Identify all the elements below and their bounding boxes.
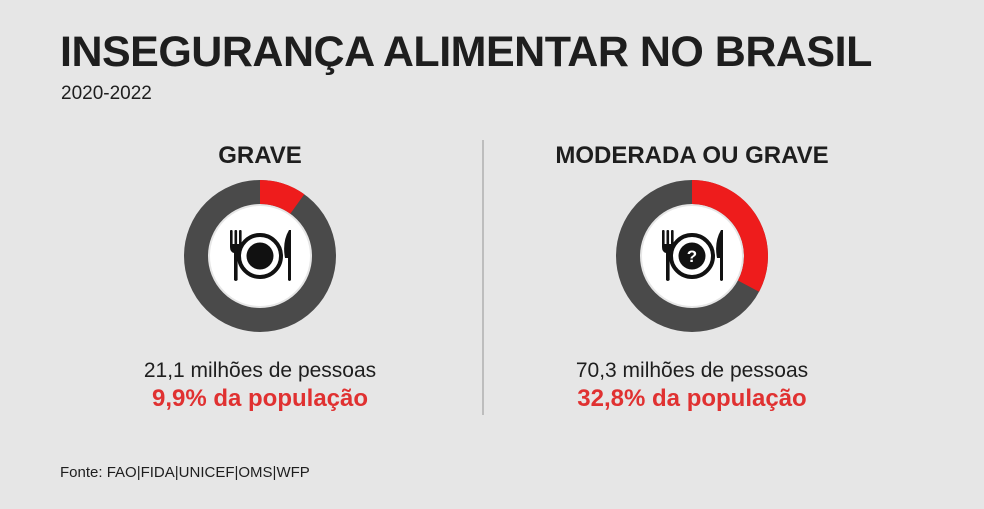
people-count-moderada-ou-grave: 70,3 milhões de pessoas xyxy=(575,359,809,382)
donut-chart-grave xyxy=(184,180,336,332)
population-share-moderada-ou-grave: 32,8% da população xyxy=(577,385,807,412)
plate-question-fork-knife-icon: ? xyxy=(662,230,723,281)
page-title: INSEGURANÇA ALIMENTAR NO BRASIL xyxy=(60,28,872,76)
donut-segment-moderada-ou-grave xyxy=(691,180,768,292)
period-subtitle: 2020-2022 xyxy=(61,83,152,104)
panel-title-moderada-ou-grave: MODERADA OU GRAVE xyxy=(555,142,829,169)
donut-segment-grave xyxy=(259,180,305,215)
panel-moderada-ou-grave: MODERADA OU GRAVE ? 70,3 milhõ xyxy=(492,140,892,414)
donut-chart-moderada-ou-grave: ? xyxy=(616,180,768,332)
source-note: Fonte: FAO|FIDA|UNICEF|OMS|WFP xyxy=(60,464,310,481)
question-mark-icon: ? xyxy=(687,247,697,266)
plate-fork-knife-icon xyxy=(230,230,291,281)
people-count-grave: 21,1 milhões de pessoas xyxy=(143,359,377,382)
panel-title-grave: GRAVE xyxy=(218,142,302,169)
population-share-grave: 9,9% da população xyxy=(151,385,369,412)
panel-divider xyxy=(482,140,484,415)
panel-grave: GRAVE 21,1 milhões de pessoas 9,9% d xyxy=(60,140,460,414)
